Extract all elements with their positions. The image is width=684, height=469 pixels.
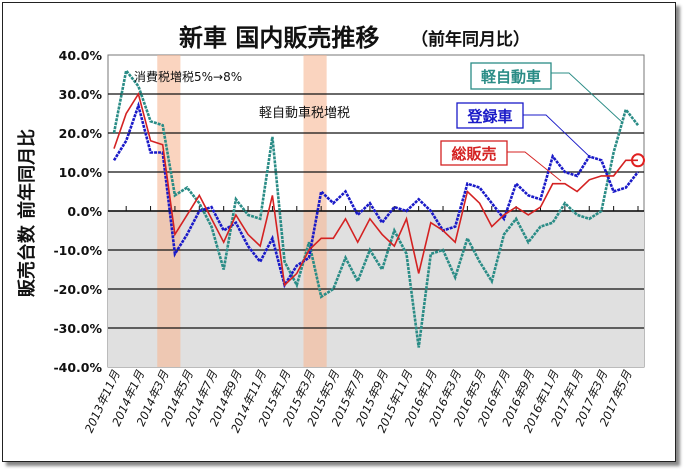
legend-registered: 登録車: [456, 102, 592, 159]
y-tick-label: -30.0%: [53, 321, 102, 336]
y-tick-label: 10.0%: [59, 165, 103, 180]
series-line-3: [113, 92, 638, 287]
y-tick-label: 40.0%: [59, 48, 103, 63]
legend-label: 登録車: [466, 108, 512, 126]
legend-label: 総販売: [451, 145, 496, 163]
legend-leader-line: [507, 151, 562, 182]
legend-label: 軽自動車: [481, 68, 541, 86]
chart: 40.0% 30.0% 20.0% 10.0% 0.0% -10.0% -20.0% -30.…: [16, 24, 645, 435]
legend-box: [440, 140, 508, 166]
chart-frame: 40.0% 30.0% 20.0% 10.0% 0.0% -10.0% -20.0% -30.…: [2, 2, 676, 462]
y-tick-label: 30.0%: [59, 87, 103, 102]
annotation-kei-tax: 軽自動車税増税: [259, 106, 350, 121]
legend-leader-line: [523, 114, 592, 159]
annotation-consumption-tax: 消費税増税5%→8%: [134, 69, 242, 84]
legend-kei: 軽自動車: [470, 62, 624, 124]
y-axis-label: 販売台数 前年同月比: [16, 129, 38, 297]
latest-point-marker: [631, 153, 645, 168]
y-tick-label: 20.0%: [59, 126, 103, 141]
legend-box: [456, 102, 524, 129]
y-tick-label: -10.0%: [53, 243, 102, 258]
y-tick-label: -40.0%: [53, 360, 102, 375]
chart-subtitle: （前年同月比）: [411, 29, 530, 50]
series-line-1: [112, 67, 640, 348]
chart-title: 新車 国内販売推移: [179, 24, 379, 52]
legend-leader-line: [551, 72, 624, 124]
legend-total: 総販売: [440, 140, 562, 182]
legend-box: [470, 62, 552, 90]
y-tick-label: -20.0%: [53, 282, 102, 297]
series-line-2: [112, 101, 640, 289]
y-tick-label: 0.0%: [67, 204, 102, 219]
